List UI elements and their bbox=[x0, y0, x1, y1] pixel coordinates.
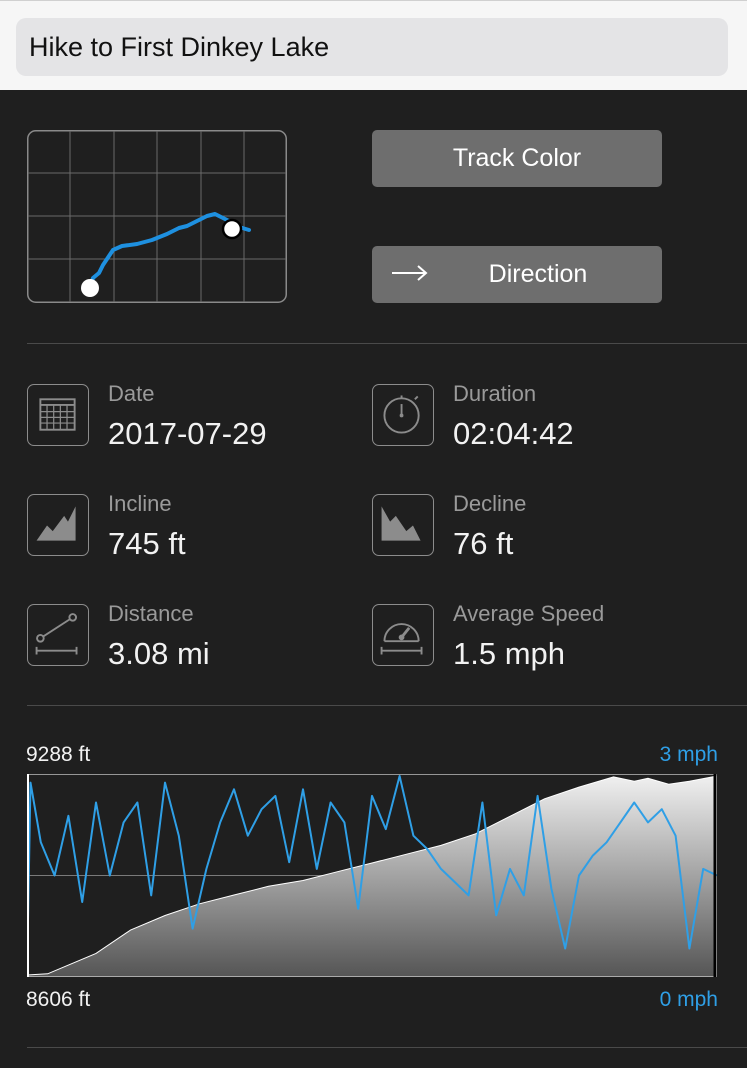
track-map-thumbnail[interactable] bbox=[27, 130, 287, 303]
top-bar: Hike to First Dinkey Lake bbox=[0, 0, 747, 90]
elevation-min-label: 8606 ft bbox=[26, 988, 91, 1011]
track-line bbox=[88, 212, 251, 290]
speed-max-label: 3 mph bbox=[659, 743, 718, 766]
track-color-button[interactable]: Track Color bbox=[372, 130, 662, 187]
date-label: Date bbox=[108, 381, 155, 406]
calendar-icon bbox=[27, 384, 89, 446]
direction-label: Direction bbox=[488, 260, 588, 288]
track-end-marker bbox=[221, 218, 243, 240]
incline-icon bbox=[27, 494, 89, 556]
speed-line bbox=[27, 775, 717, 976]
track-start-marker bbox=[81, 279, 99, 297]
separator bbox=[27, 705, 747, 706]
speed-min-label: 0 mph bbox=[659, 988, 718, 1011]
distance-label: Distance bbox=[108, 601, 194, 626]
incline-value: 745 ft bbox=[108, 526, 186, 561]
speedometer-icon bbox=[372, 604, 434, 666]
decline-label: Decline bbox=[453, 491, 527, 516]
elevation-max-label: 9288 ft bbox=[26, 743, 91, 766]
distance-icon bbox=[27, 604, 89, 666]
distance-value: 3.08 mi bbox=[108, 636, 210, 671]
decline-value: 76 ft bbox=[453, 526, 514, 561]
arrow-right-icon bbox=[392, 265, 428, 281]
duration-value: 02:04:42 bbox=[453, 416, 574, 451]
direction-button[interactable]: Direction bbox=[372, 246, 662, 303]
hike-title-field[interactable]: Hike to First Dinkey Lake bbox=[16, 18, 728, 76]
avg-speed-label: Average Speed bbox=[453, 601, 605, 626]
duration-label: Duration bbox=[453, 381, 537, 406]
incline-label: Incline bbox=[108, 491, 172, 516]
elevation-speed-chart[interactable] bbox=[27, 774, 717, 977]
stopwatch-icon bbox=[372, 384, 434, 446]
elevation-area bbox=[27, 775, 717, 977]
separator bbox=[27, 343, 747, 344]
separator bbox=[27, 1047, 747, 1048]
date-value: 2017-07-29 bbox=[108, 416, 267, 451]
track-color-label: Track Color bbox=[452, 144, 582, 172]
decline-icon bbox=[372, 494, 434, 556]
avg-speed-value: 1.5 mph bbox=[453, 636, 566, 671]
